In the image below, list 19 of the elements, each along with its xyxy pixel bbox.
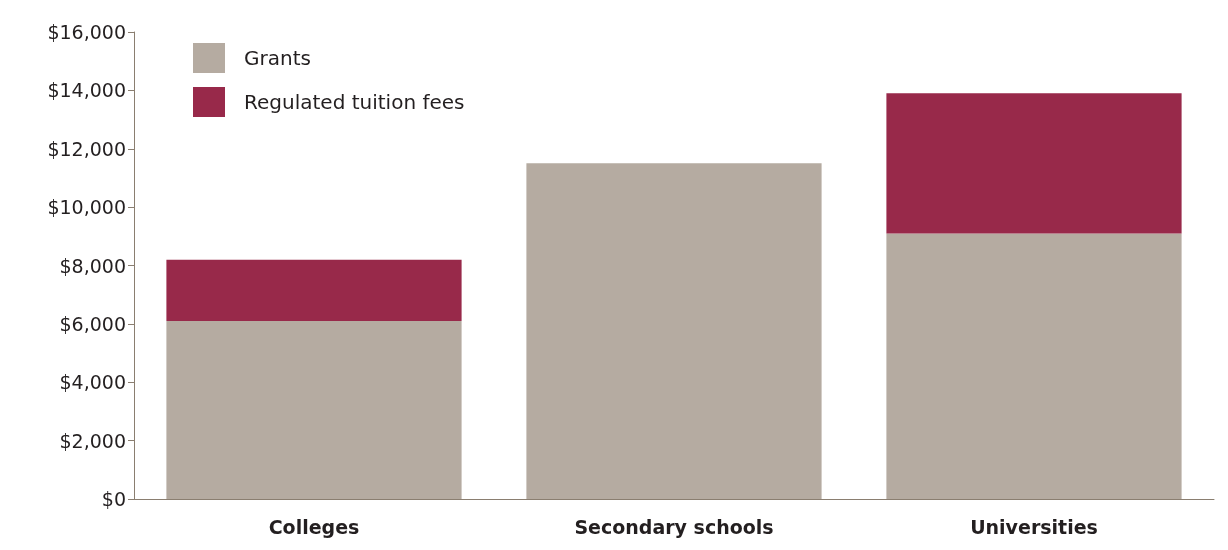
legend-label: Regulated tuition fees	[244, 90, 465, 114]
bar	[166, 259, 462, 321]
y-tick-label: $10,000	[47, 196, 126, 219]
legend-label: Grants	[244, 46, 311, 70]
y-tick-label: $4,000	[59, 371, 126, 394]
bar	[166, 320, 462, 499]
x-tick-label: Universities	[970, 515, 1098, 538]
bar	[526, 163, 822, 499]
bar	[886, 93, 1182, 234]
y-tick-label: $12,000	[47, 137, 126, 160]
x-tick-label: Secondary schools	[574, 515, 774, 538]
y-tick-label: $6,000	[59, 312, 126, 335]
y-tick-label: $2,000	[59, 429, 126, 452]
y-tick-label: $14,000	[47, 79, 126, 102]
y-tick-label: $8,000	[59, 254, 126, 277]
x-tick-label: Colleges	[268, 515, 360, 538]
y-tick-label: $0	[101, 488, 126, 510]
y-tick-label: $16,000	[47, 21, 126, 43]
bar	[886, 233, 1182, 499]
